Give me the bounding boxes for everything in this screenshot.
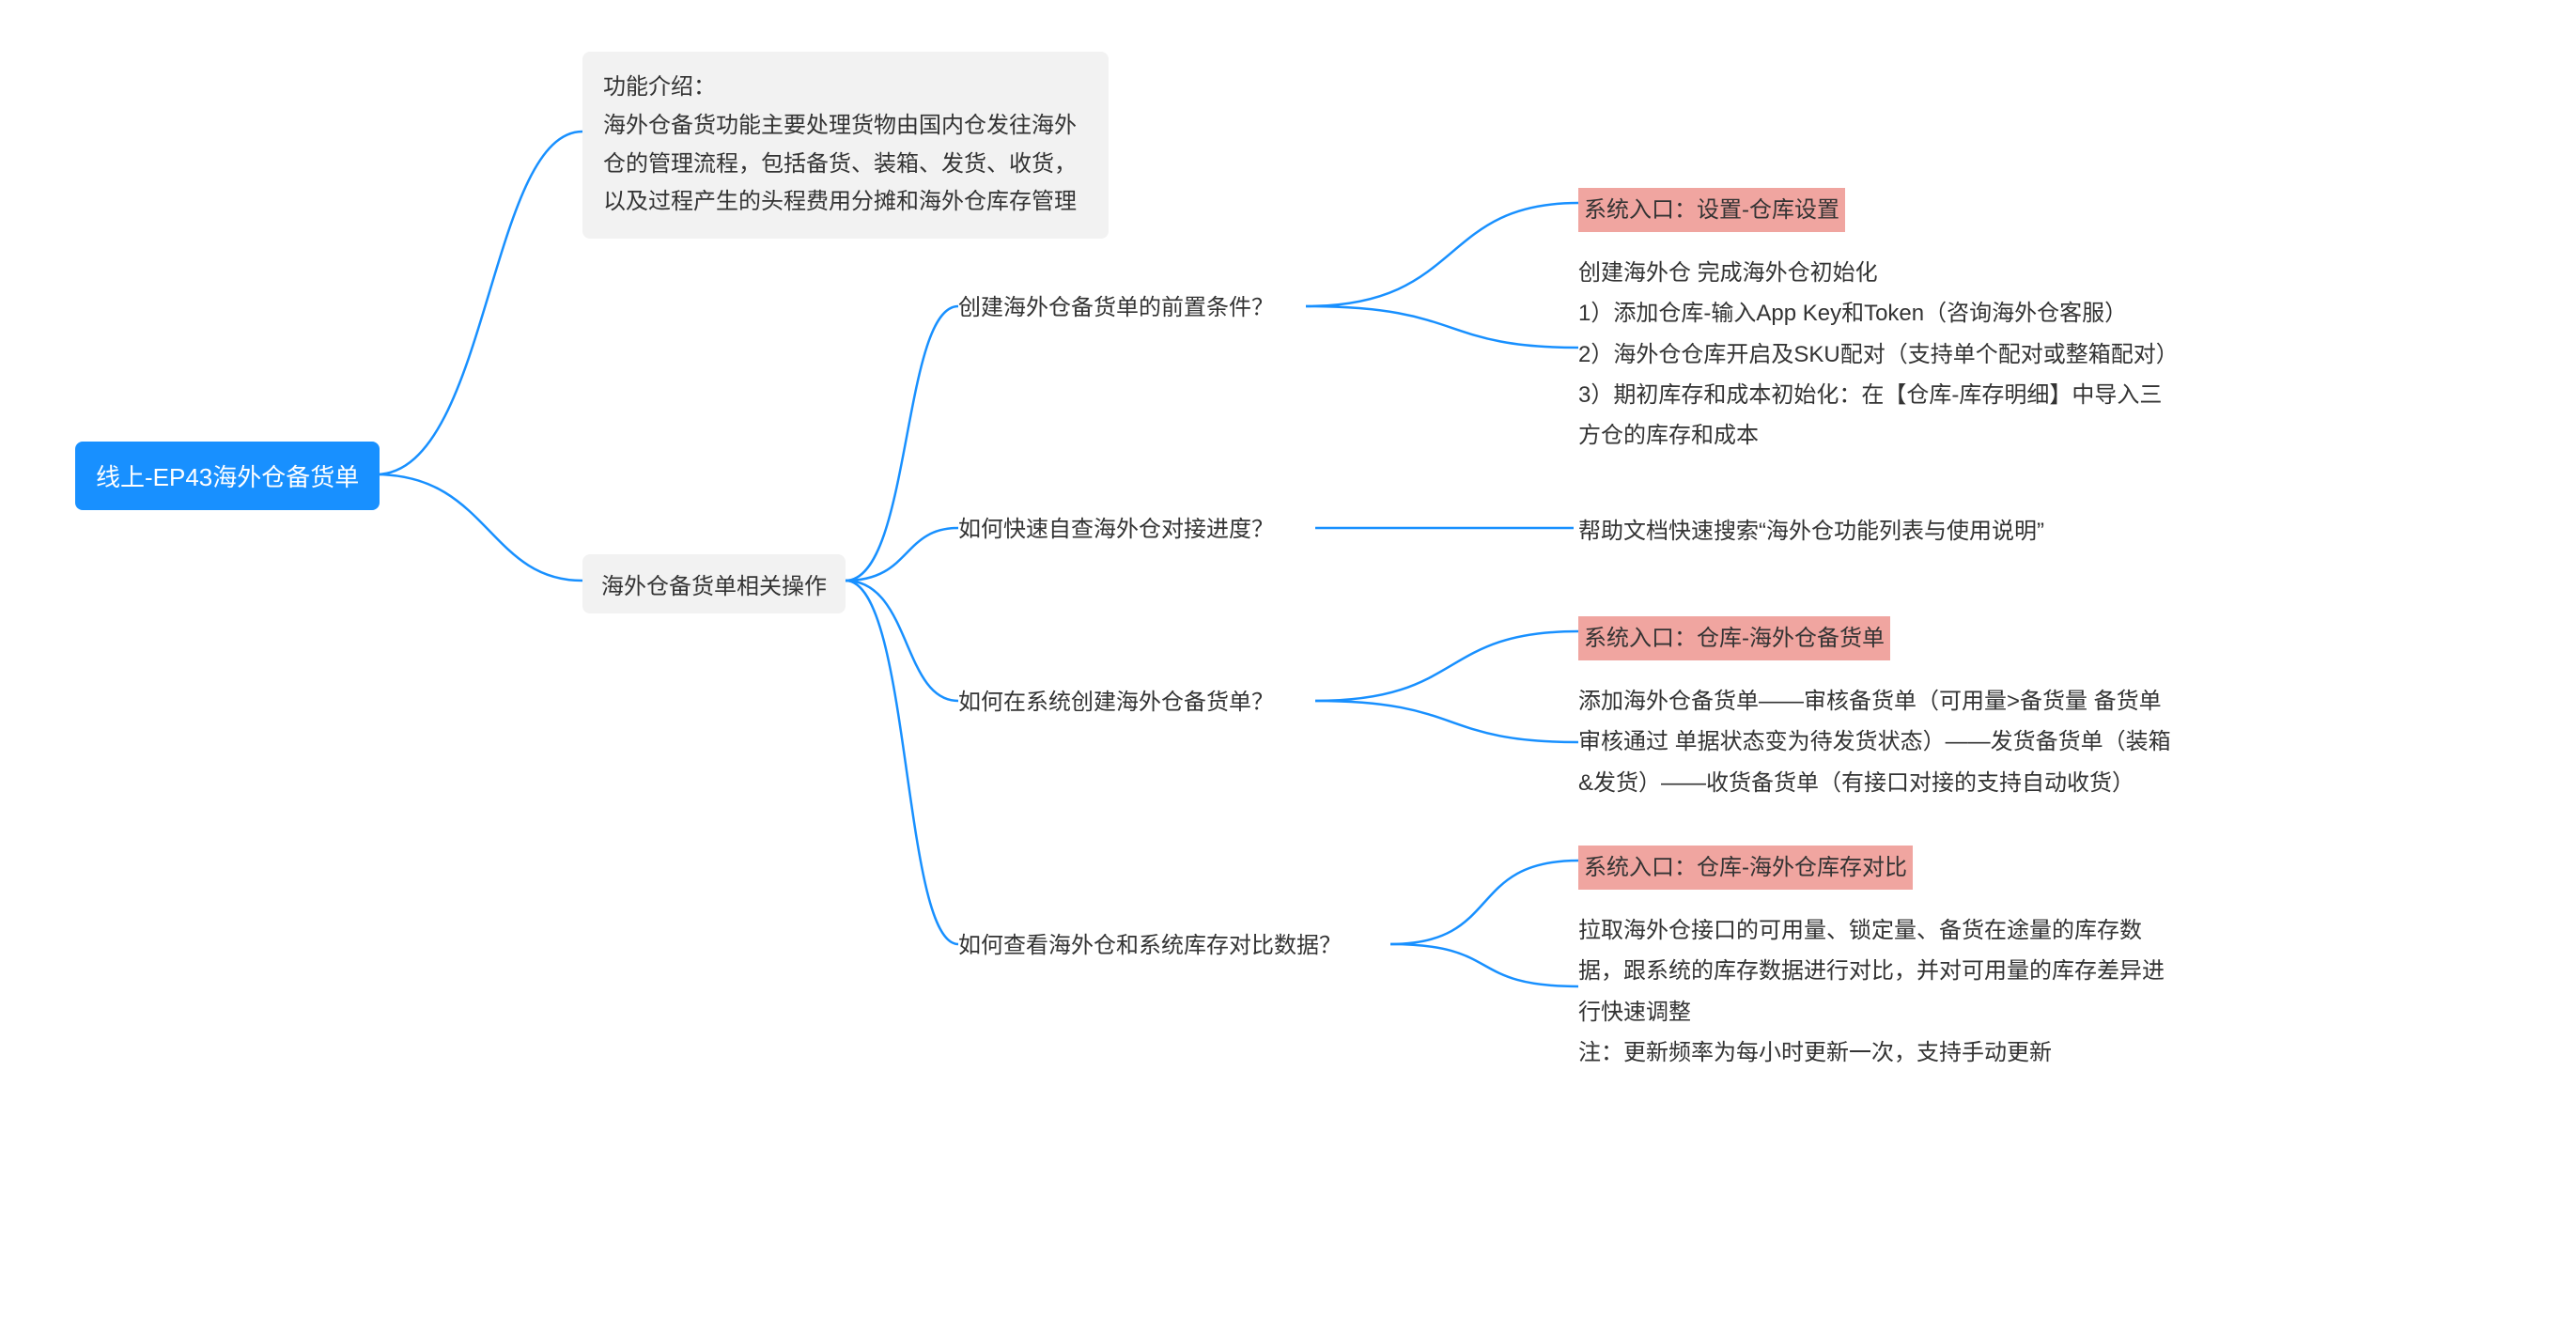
a1-line0: 创建海外仓 完成海外仓初始化	[1578, 253, 2180, 293]
q3-label: 如何在系统创建海外仓备货单？	[958, 690, 1274, 715]
a4-node[interactable]: 系统入口：仓库-海外仓库存对比 拉取海外仓接口的可用量、锁定量、备货在途量的库存…	[1578, 846, 2180, 1073]
a1-node[interactable]: 系统入口：设置-仓库设置 创建海外仓 完成海外仓初始化 1）添加仓库-输入App…	[1578, 188, 2180, 456]
a1-line1: 1）添加仓库-输入App Key和Token（咨询海外仓客服）	[1578, 293, 2180, 334]
intro-body: 海外仓备货功能主要处理货物由国内仓发往海外仓的管理流程，包括备货、装箱、发货、收…	[603, 107, 1088, 222]
q2-label: 如何快速自查海外仓对接进度？	[958, 517, 1274, 542]
root-node[interactable]: 线上-EP43海外仓备货单	[75, 442, 380, 510]
q1-label: 创建海外仓备货单的前置条件？	[958, 295, 1274, 320]
q3-node[interactable]: 如何在系统创建海外仓备货单？	[958, 686, 1274, 720]
a2-node[interactable]: 帮助文档快速搜索“海外仓功能列表与使用说明”	[1578, 515, 2044, 549]
a4-line1: 注：更新频率为每小时更新一次，支持手动更新	[1578, 1032, 2180, 1073]
a4-line0: 拉取海外仓接口的可用量、锁定量、备货在途量的库存数据，跟系统的库存数据进行对比，…	[1578, 910, 2180, 1032]
a1-line3: 3）期初库存和成本初始化：在【仓库-库存明细】中导入三方仓的库存和成本	[1578, 375, 2180, 456]
a1-highlight: 系统入口：设置-仓库设置	[1578, 188, 1845, 232]
intro-box[interactable]: 功能介绍： 海外仓备货功能主要处理货物由国内仓发往海外仓的管理流程，包括备货、装…	[582, 52, 1109, 239]
root-label: 线上-EP43海外仓备货单	[96, 463, 359, 491]
a2-text: 帮助文档快速搜索“海外仓功能列表与使用说明”	[1578, 519, 2044, 544]
a3-highlight: 系统入口：仓库-海外仓备货单	[1578, 616, 1890, 660]
a3-node[interactable]: 系统入口：仓库-海外仓备货单 添加海外仓备货单——审核备货单（可用量>备货量 备…	[1578, 616, 2180, 803]
connector-layer	[0, 0, 2576, 1319]
ops-node[interactable]: 海外仓备货单相关操作	[582, 554, 846, 613]
ops-label: 海外仓备货单相关操作	[601, 574, 827, 599]
q1-node[interactable]: 创建海外仓备货单的前置条件？	[958, 291, 1274, 325]
q4-label: 如何查看海外仓和系统库存对比数据？	[958, 933, 1342, 958]
a1-line2: 2）海外仓仓库开启及SKU配对（支持单个配对或整箱配对）	[1578, 334, 2180, 375]
a4-highlight: 系统入口：仓库-海外仓库存对比	[1578, 846, 1913, 890]
q2-node[interactable]: 如何快速自查海外仓对接进度？	[958, 513, 1274, 547]
q4-node[interactable]: 如何查看海外仓和系统库存对比数据？	[958, 929, 1342, 963]
a3-line0: 添加海外仓备货单——审核备货单（可用量>备货量 备货单审核通过 单据状态变为待发…	[1578, 681, 2180, 803]
intro-title: 功能介绍：	[603, 69, 1088, 107]
